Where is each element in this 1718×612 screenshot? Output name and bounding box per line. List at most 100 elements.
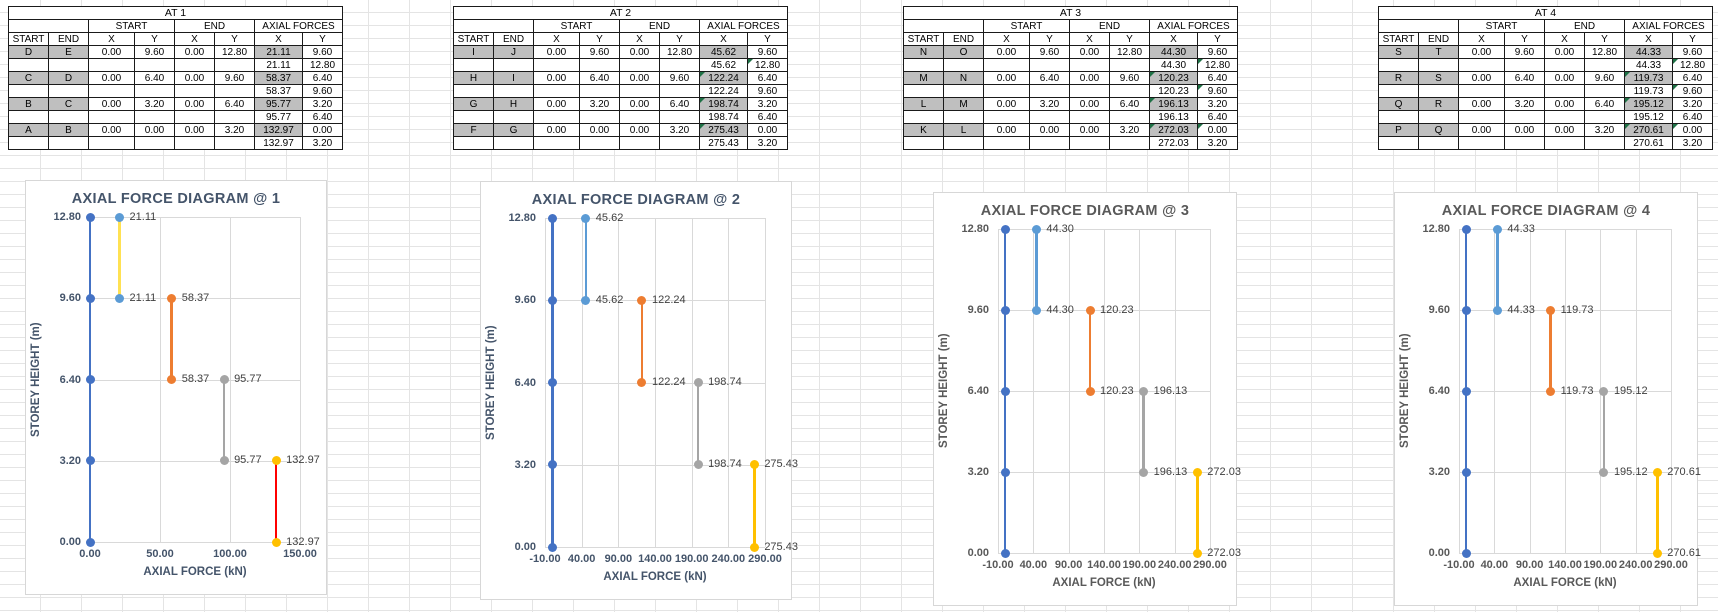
table-cell[interactable]	[943, 110, 984, 124]
table-title[interactable]: AT 2	[453, 6, 788, 20]
table-column-header[interactable]: Y	[1504, 32, 1545, 46]
table-cell[interactable]	[453, 19, 534, 33]
table-cell[interactable]: M	[943, 97, 984, 111]
table-cell[interactable]: B	[48, 123, 89, 137]
table-cell[interactable]: G	[453, 97, 494, 111]
table-cell[interactable]	[1378, 136, 1419, 150]
table-cell[interactable]	[903, 84, 944, 98]
table-cell[interactable]: 12.80	[302, 58, 343, 72]
table-cell[interactable]	[1418, 136, 1459, 150]
table-cell[interactable]	[1069, 58, 1110, 72]
table-cell[interactable]	[1418, 58, 1459, 72]
table-cell[interactable]	[1418, 110, 1459, 124]
table-cell[interactable]	[1584, 84, 1625, 98]
table-cell[interactable]: 3.20	[1109, 123, 1150, 137]
table-cell[interactable]	[1584, 110, 1625, 124]
table-cell[interactable]	[943, 84, 984, 98]
table-cell[interactable]	[983, 110, 1030, 124]
table-cell[interactable]	[1418, 84, 1459, 98]
table-column-header[interactable]: X	[699, 32, 748, 46]
table-cell[interactable]: 58.37	[254, 71, 303, 85]
table-cell[interactable]	[983, 84, 1030, 98]
table-cell[interactable]	[1029, 84, 1070, 98]
table-column-header[interactable]: X	[254, 32, 303, 46]
table-cell[interactable]	[1504, 58, 1545, 72]
table-cell[interactable]	[1029, 58, 1070, 72]
table-cell[interactable]: N	[943, 71, 984, 85]
table-cell[interactable]: 0.00	[747, 123, 788, 137]
table-cell[interactable]: 9.60	[1584, 71, 1625, 85]
table-cell[interactable]: 58.37	[254, 84, 303, 98]
table-column-header[interactable]: Y	[747, 32, 788, 46]
table-cell[interactable]	[8, 110, 49, 124]
table-column-header[interactable]: X	[1149, 32, 1198, 46]
table-cell[interactable]	[903, 110, 944, 124]
table-cell[interactable]: 44.33	[1624, 58, 1673, 72]
table-cell[interactable]: 198.74	[699, 97, 748, 111]
table-cell[interactable]: 9.60	[1109, 71, 1150, 85]
table-cell[interactable]: 44.30	[1149, 58, 1198, 72]
table-cell[interactable]: Q	[1418, 123, 1459, 137]
table-cell[interactable]: H	[493, 97, 534, 111]
table-cell[interactable]: 3.20	[302, 136, 343, 150]
table-cell[interactable]: 0.00	[533, 71, 580, 85]
table-cell[interactable]	[453, 58, 494, 72]
table-column-header[interactable]: X	[1544, 32, 1585, 46]
table-cell[interactable]: 0.00	[983, 71, 1030, 85]
table-group-header[interactable]: END	[1069, 19, 1150, 33]
table-cell[interactable]	[1029, 136, 1070, 150]
table-cell[interactable]: 6.40	[302, 110, 343, 124]
table-cell[interactable]	[88, 58, 135, 72]
table-cell[interactable]	[619, 136, 660, 150]
table-column-header[interactable]: END	[48, 32, 89, 46]
table-cell[interactable]: 0.00	[619, 45, 660, 59]
table-cell[interactable]: 3.20	[1197, 97, 1238, 111]
table-cell[interactable]	[48, 110, 89, 124]
table-cell[interactable]	[903, 136, 944, 150]
table-cell[interactable]: 6.40	[1109, 97, 1150, 111]
table-cell[interactable]: 0.00	[174, 71, 215, 85]
table-cell[interactable]: Q	[1378, 97, 1419, 111]
table-cell[interactable]	[579, 58, 620, 72]
table-cell[interactable]	[1504, 84, 1545, 98]
table-column-header[interactable]: START	[8, 32, 49, 46]
table-cell[interactable]: G	[493, 123, 534, 137]
table-cell[interactable]	[1458, 136, 1505, 150]
table-cell[interactable]	[493, 136, 534, 150]
table-cell[interactable]	[659, 110, 700, 124]
table-cell[interactable]: 270.61	[1624, 136, 1673, 150]
table-cell[interactable]: 0.00	[88, 45, 135, 59]
table-cell[interactable]: 9.60	[214, 71, 255, 85]
table-cell[interactable]: 0.00	[533, 97, 580, 111]
table-cell[interactable]: 3.20	[1029, 97, 1070, 111]
table-cell[interactable]: 0.00	[1458, 97, 1505, 111]
table-cell[interactable]: 12.80	[214, 45, 255, 59]
table-cell[interactable]: 6.40	[1504, 71, 1545, 85]
table-column-header[interactable]: END	[943, 32, 984, 46]
table-cell[interactable]: 0.00	[983, 123, 1030, 137]
table-cell[interactable]: 0.00	[1069, 123, 1110, 137]
table-cell[interactable]	[8, 84, 49, 98]
table-cell[interactable]	[1544, 136, 1585, 150]
table-cell[interactable]: 3.20	[134, 97, 175, 111]
table-cell[interactable]: 9.60	[1672, 45, 1713, 59]
table-cell[interactable]: 3.20	[659, 123, 700, 137]
table-cell[interactable]: 196.13	[1149, 110, 1198, 124]
table-cell[interactable]	[1378, 84, 1419, 98]
table-cell[interactable]: 3.20	[1584, 123, 1625, 137]
table-cell[interactable]	[1109, 84, 1150, 98]
table-cell[interactable]	[1504, 110, 1545, 124]
table-cell[interactable]: 0.00	[1458, 71, 1505, 85]
table-cell[interactable]	[579, 136, 620, 150]
table-group-header[interactable]: AXIAL FORCES	[254, 19, 343, 33]
table-cell[interactable]	[453, 110, 494, 124]
table-cell[interactable]	[1584, 136, 1625, 150]
table-cell[interactable]: 6.40	[302, 71, 343, 85]
table-cell[interactable]: 0.00	[88, 123, 135, 137]
table-cell[interactable]: D	[48, 71, 89, 85]
table-cell[interactable]: 9.60	[1197, 45, 1238, 59]
table-cell[interactable]	[493, 58, 534, 72]
table-column-header[interactable]: X	[1069, 32, 1110, 46]
table-column-header[interactable]: START	[453, 32, 494, 46]
table-cell[interactable]: 6.40	[1029, 71, 1070, 85]
